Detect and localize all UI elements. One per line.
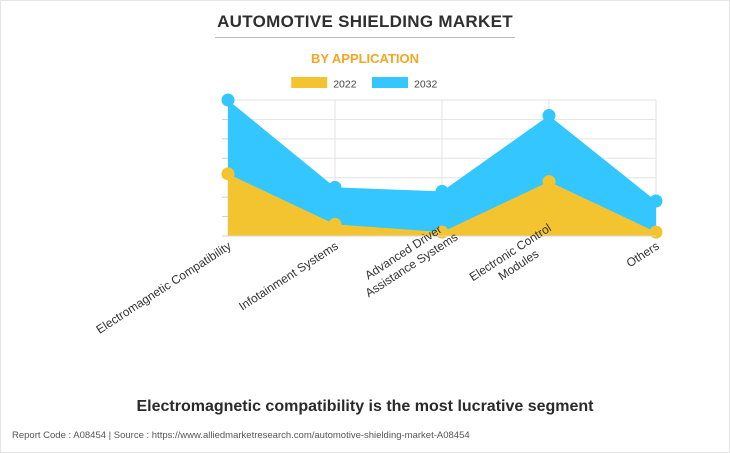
marker-2022-0 [221, 167, 235, 181]
x-tick-label: Electromagnetic Compatibility [93, 239, 233, 337]
x-tick-label-line: Others [624, 239, 662, 270]
x-tick-label: Infotainment Systems [236, 239, 340, 314]
x-tick-label-line: Electromagnetic Compatibility [93, 239, 233, 337]
marker-2032-1 [328, 180, 342, 194]
legend-label-2032: 2032 [414, 79, 438, 91]
marker-2032-0 [221, 93, 235, 107]
legend-label-2022: 2022 [333, 79, 357, 91]
x-tick-label: Others [624, 239, 662, 270]
chart-headline: Electromagnetic compatibility is the mos… [136, 398, 594, 415]
legend-swatch-2022 [291, 77, 328, 88]
chart-subtitle: BY APPLICATION [310, 51, 420, 66]
title-divider [215, 37, 515, 38]
source-footer: Report Code : A08454 | Source : https://… [12, 430, 470, 441]
marker-2032-3 [542, 109, 556, 123]
x-tick-label-line: Infotainment Systems [236, 239, 340, 314]
marker-2032-2 [435, 184, 449, 198]
chart-title: AUTOMOTIVE SHIELDING MARKET [217, 12, 513, 31]
marker-2022-4 [649, 225, 663, 239]
marker-2022-2 [435, 225, 449, 239]
marker-2022-1 [328, 217, 342, 231]
area-series-2022 [228, 173, 656, 236]
legend-swatch-2032 [372, 77, 408, 88]
marker-2032-4 [649, 194, 663, 208]
marker-2022-3 [542, 175, 556, 189]
